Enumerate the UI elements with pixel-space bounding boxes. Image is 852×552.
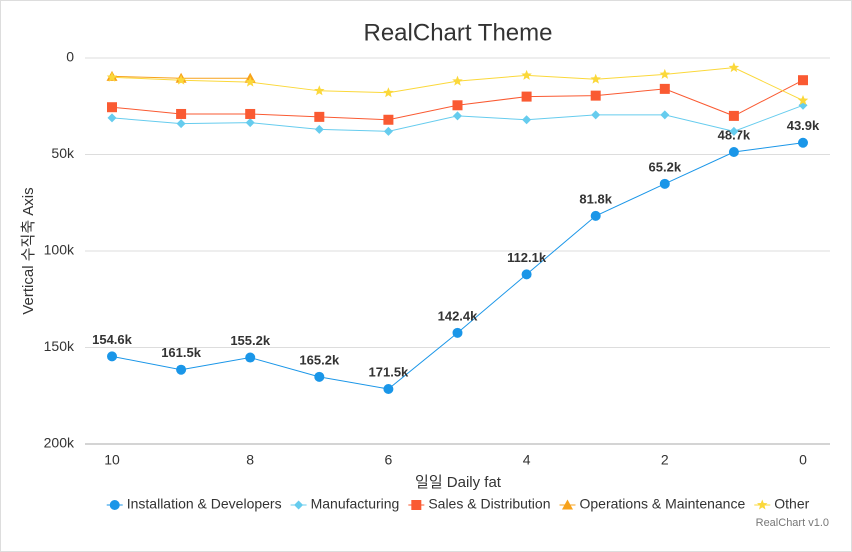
- marker: [383, 126, 393, 136]
- chart-title: RealChart Theme: [364, 19, 553, 46]
- marker: [660, 110, 670, 120]
- marker: [245, 352, 256, 363]
- data-label: 65.2k: [649, 159, 682, 174]
- legend-label: Sales & Distribution: [428, 496, 550, 512]
- legend-label: Operations & Maintenance: [579, 496, 745, 512]
- data-label: 154.6k: [92, 332, 133, 347]
- marker: [728, 146, 739, 157]
- marker: [245, 108, 256, 119]
- marker: [107, 102, 117, 113]
- y-tick-label: 150k: [44, 338, 75, 354]
- marker: [107, 351, 117, 362]
- data-label: 161.5k: [161, 345, 202, 360]
- marker: [383, 383, 394, 394]
- y-tick-label: 0: [66, 49, 74, 65]
- marker: [561, 499, 573, 510]
- marker: [244, 76, 256, 87]
- marker: [521, 269, 532, 280]
- marker: [109, 500, 120, 510]
- marker: [521, 69, 532, 80]
- marker: [797, 94, 809, 105]
- data-label: 81.8k: [579, 191, 612, 206]
- marker: [798, 75, 808, 86]
- legend-label: Installation & Developers: [127, 496, 282, 512]
- marker: [294, 500, 304, 510]
- marker: [106, 71, 118, 82]
- data-label: 165.2k: [299, 352, 340, 367]
- marker: [522, 115, 532, 125]
- marker: [314, 111, 325, 122]
- x-axis-title: 일일 Daily fat: [415, 474, 502, 491]
- marker: [729, 126, 739, 136]
- marker: [728, 62, 740, 73]
- marker: [176, 108, 187, 119]
- marker: [453, 111, 462, 121]
- data-label: 155.2k: [230, 333, 271, 348]
- marker: [521, 91, 532, 102]
- marker: [245, 118, 255, 128]
- marker: [659, 178, 670, 189]
- marker: [411, 500, 422, 510]
- x-tick-label: 10: [104, 452, 120, 468]
- marker: [176, 119, 186, 129]
- marker: [591, 110, 601, 120]
- marker: [590, 210, 601, 221]
- credits: RealChart v1.0: [756, 517, 829, 529]
- data-label: 43.9k: [787, 118, 820, 133]
- marker: [314, 85, 325, 96]
- marker: [314, 371, 325, 382]
- legend: Installation & Developers Manufacturing Sa…: [106, 496, 810, 512]
- marker: [176, 364, 187, 375]
- marker: [452, 327, 463, 338]
- marker: [798, 137, 808, 148]
- y-axis-title: Vertical 수직축 Axis: [20, 187, 37, 314]
- y-tick-label: 100k: [44, 242, 75, 258]
- x-tick-label: 2: [661, 452, 669, 468]
- marker: [452, 75, 463, 86]
- legend-label: Other: [774, 496, 809, 512]
- marker: [659, 68, 671, 79]
- marker: [314, 124, 324, 134]
- data-label: 112.1k: [507, 250, 547, 265]
- y-tick-label: 50k: [51, 145, 75, 161]
- x-tick-label: 4: [523, 452, 531, 468]
- marker: [383, 114, 394, 125]
- marker: [452, 100, 463, 111]
- marker: [107, 113, 117, 123]
- marker: [659, 83, 670, 94]
- marker: [590, 90, 601, 101]
- x-tick-label: 0: [799, 452, 807, 468]
- x-tick-label: 6: [385, 452, 393, 468]
- marker: [728, 110, 739, 121]
- y-tick-label: 200k: [44, 435, 75, 451]
- marker: [383, 87, 394, 98]
- x-tick-label: 8: [246, 452, 254, 468]
- data-label: 171.5k: [369, 364, 410, 379]
- marker: [175, 74, 187, 85]
- legend-label: Manufacturing: [311, 496, 400, 512]
- marker: [590, 73, 601, 84]
- marker: [757, 499, 768, 510]
- data-label: 142.4k: [438, 308, 479, 323]
